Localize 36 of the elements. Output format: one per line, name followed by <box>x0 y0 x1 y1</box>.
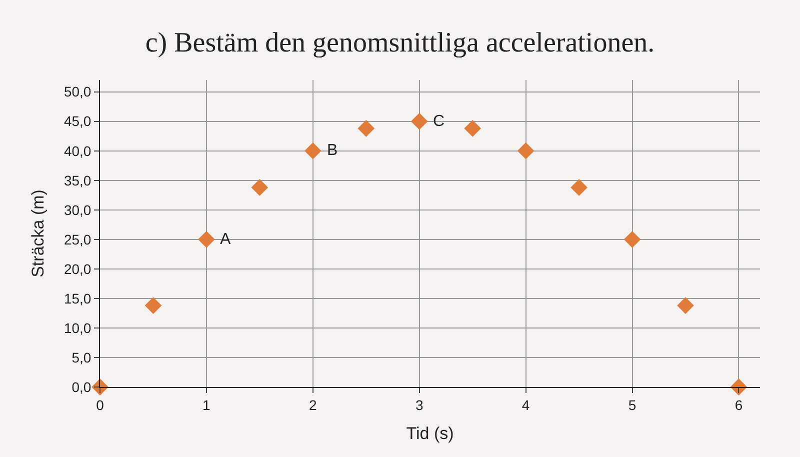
x-tick-label: 5 <box>628 396 636 413</box>
annotation: C <box>433 113 445 130</box>
x-tick-label: 6 <box>734 396 743 413</box>
point <box>624 230 641 248</box>
point <box>144 297 162 314</box>
x-tick-label: 1 <box>202 396 211 413</box>
y-tick-label: 5,0 <box>72 349 92 366</box>
y-tick-label: 10,0 <box>64 320 92 336</box>
point <box>570 179 588 196</box>
y-axis-title: Sträcka (m) <box>28 190 48 278</box>
y-tick-label: 45,0 <box>64 113 92 130</box>
point <box>410 112 428 130</box>
y-tick-label: 50,0 <box>64 84 92 100</box>
point <box>304 142 322 160</box>
point <box>517 142 534 160</box>
y-tick-label: 35,0 <box>64 172 92 188</box>
annotation: B <box>327 142 338 159</box>
point <box>198 230 215 248</box>
y-tick-label: 30,0 <box>64 202 92 218</box>
x-tick-label: 2 <box>309 396 317 413</box>
y-tick-label: 15,0 <box>64 290 92 306</box>
x-tick-label: 4 <box>522 396 530 413</box>
x-tick-label: 0 <box>96 396 104 413</box>
point <box>358 120 375 137</box>
y-tick-label: 40,0 <box>64 142 92 159</box>
point <box>730 378 748 396</box>
point <box>464 120 482 137</box>
x-tick-label: 3 <box>415 396 424 413</box>
y-tick-label: 25,0 <box>64 231 92 248</box>
point <box>251 179 268 196</box>
y-tick-label: 0,0 <box>72 378 92 395</box>
y-tick-label: 20,0 <box>64 260 92 277</box>
x-axis-title: Tid (s) <box>406 424 454 444</box>
chart-title: c) Bestäm den genomsnittliga accelerationen. <box>145 28 655 59</box>
point <box>677 297 694 314</box>
annotation: A <box>220 231 231 248</box>
